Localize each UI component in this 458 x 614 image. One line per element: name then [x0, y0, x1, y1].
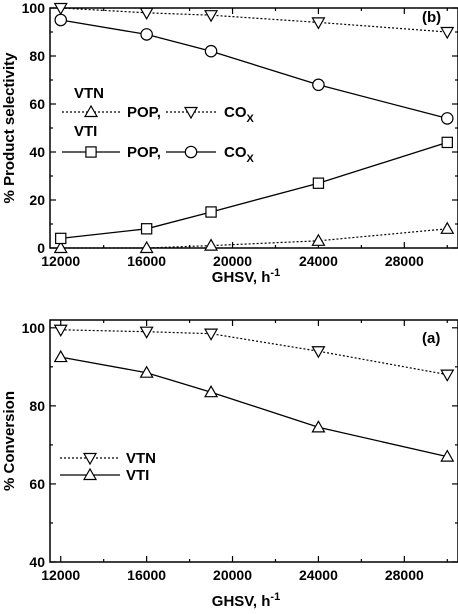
legend-group-title: VTN — [74, 85, 104, 102]
x-tick-label: 24000 — [299, 253, 338, 269]
x-tick-label: 24000 — [299, 567, 338, 583]
x-tick-label: 12000 — [41, 567, 80, 583]
legend-label: POP, — [127, 144, 161, 161]
series-line-vti — [60, 356, 448, 458]
data-point-vtn-cox — [139, 7, 154, 21]
data-point-vti-pop — [205, 206, 217, 218]
x-axis-title-sup: -1 — [270, 591, 280, 603]
y-tick-label: 100 — [22, 320, 46, 336]
panel-b-selectivity: 12000 16000 20000 24000 28000 0 20 40 60 80 100 GHS… — [1, 0, 458, 286]
series-line-vtn-pop — [60, 228, 448, 249]
panel-label: (a) — [422, 330, 440, 347]
y-axis-title: % Product selectivity — [1, 52, 18, 204]
data-point-vti-pop — [55, 232, 67, 245]
data-point-vtn-pop — [139, 240, 154, 254]
data-point-vtn-pop — [204, 238, 219, 251]
legend-marker — [82, 467, 98, 481]
series-line-vtn — [60, 329, 448, 376]
x-tick-label: 20000 — [213, 253, 252, 269]
legend-marker — [85, 146, 97, 158]
data-point-vtn-pop — [311, 233, 326, 246]
data-point-vtn-cox — [204, 10, 219, 23]
legend: VTN POP, COX VTI POP, COX — [62, 85, 255, 165]
data-point-vti — [440, 449, 455, 462]
data-point-vtn — [139, 326, 154, 339]
data-point-vti-cox — [440, 112, 454, 125]
legend-label: VTI — [126, 467, 149, 484]
legend-label: COX — [224, 144, 255, 165]
data-point-vti-pop — [441, 136, 453, 149]
plot-frame — [49, 319, 458, 563]
series-line-vti-cox — [60, 19, 448, 120]
x-tick-label: 16000 — [127, 253, 166, 269]
data-point-vti-cox — [204, 44, 218, 58]
y-tick-label: 80 — [29, 48, 45, 64]
data-point-vtn-pop — [53, 240, 68, 254]
x-axis-title: GHSV, h-1 — [212, 267, 280, 286]
data-point-vti-pop — [312, 177, 325, 189]
y-tick-label: 100 — [22, 0, 46, 16]
legend-label-sub: X — [247, 113, 255, 125]
data-point-vti — [139, 365, 154, 378]
data-point-vti-pop — [140, 223, 153, 235]
legend-label-sub: X — [247, 153, 255, 165]
y-tick-label: 80 — [29, 398, 45, 414]
data-point-vtn-cox — [440, 26, 455, 40]
data-point-vtn — [440, 369, 455, 382]
y-tick-label: 40 — [29, 144, 45, 160]
x-tick-label: 28000 — [385, 567, 424, 583]
y-tick-label: 0 — [37, 240, 45, 256]
legend-group-title: VTI — [74, 123, 97, 140]
y-tick-label: 20 — [29, 192, 45, 208]
data-point-vtn-cox — [311, 17, 326, 30]
panel-label: (b) — [422, 9, 441, 26]
x-tick-label: 28000 — [385, 253, 424, 269]
legend-marker — [82, 452, 98, 466]
y-tick-label: 60 — [29, 476, 45, 492]
legend-label: COX — [224, 104, 255, 125]
legend-label: POP, — [127, 104, 161, 121]
legend-marker — [184, 145, 198, 159]
x-axis-title: GHSV, h-1 — [212, 591, 280, 610]
data-point-vtn — [53, 324, 68, 337]
data-point-vtn-cox — [53, 2, 68, 16]
y-axis-title: % Conversion — [1, 391, 18, 491]
x-tick-label: 20000 — [213, 567, 252, 583]
x-axis-title-sup: -1 — [270, 267, 280, 279]
data-point-vti — [53, 349, 68, 363]
plot-frame — [49, 7, 458, 249]
panel-a-conversion: 12000 16000 20000 24000 28000 40 60 80 100 GHSV, … — [1, 319, 458, 610]
x-tick-label: 16000 — [127, 567, 166, 583]
data-point-vti — [204, 385, 219, 398]
data-point-vti — [311, 420, 326, 433]
y-tick-label: 60 — [29, 96, 45, 112]
data-point-vtn — [311, 346, 326, 359]
y-tick-label: 40 — [29, 554, 45, 570]
legend-marker — [183, 106, 199, 120]
data-point-vtn-pop — [440, 221, 455, 234]
data-point-vtn — [204, 328, 219, 341]
x-tick-label: 12000 — [41, 253, 80, 269]
legend-marker — [83, 104, 99, 118]
data-point-vti-cox — [312, 78, 325, 92]
data-point-vti-cox — [54, 13, 68, 27]
legend-label: VTN — [126, 450, 156, 467]
series-line-vti-pop — [60, 141, 448, 240]
series-line-vtn-cox — [60, 7, 448, 33]
data-point-vti-cox — [140, 28, 153, 41]
